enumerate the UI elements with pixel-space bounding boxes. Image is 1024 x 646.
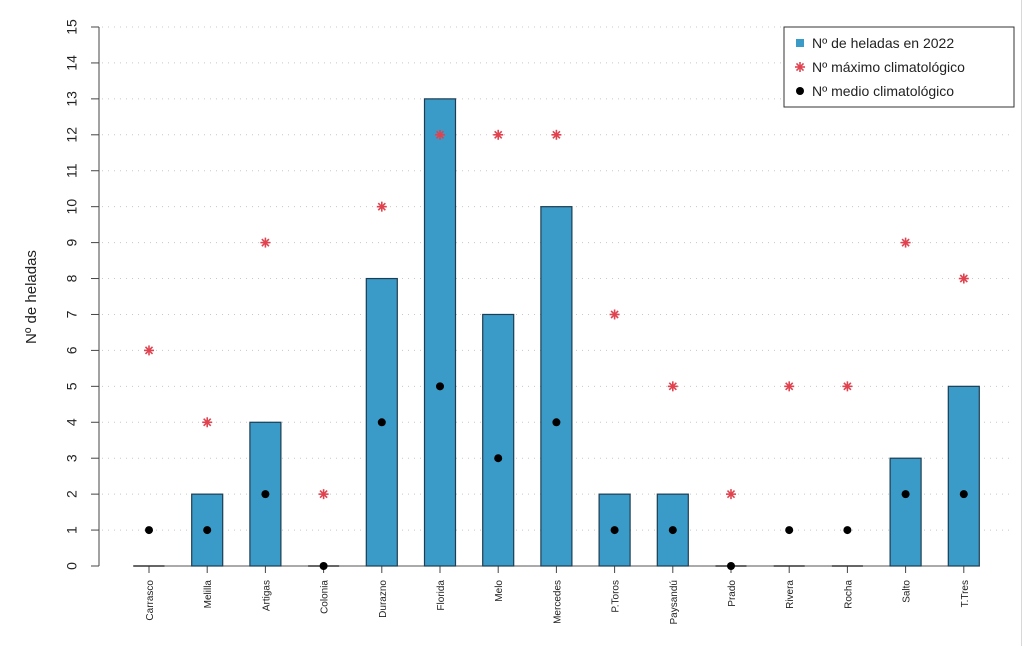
x-tick-label: Florida	[436, 580, 447, 611]
x-tick-label: Rivera	[785, 580, 796, 609]
mean-point	[785, 526, 794, 535]
x-tick-label: Melo	[494, 580, 505, 602]
y-tick-label: 1	[64, 526, 80, 534]
x-tick-label: Artigas	[261, 580, 272, 611]
mean-point	[727, 562, 735, 570]
max-point	[958, 273, 969, 284]
bar	[482, 313, 515, 567]
y-tick-label: 14	[64, 55, 80, 71]
bars-series	[133, 98, 980, 567]
x-tick-label: Carrasco	[145, 580, 156, 621]
x-tick-label: Mercedes	[552, 580, 563, 624]
mean-point	[436, 382, 444, 391]
y-tick-label: 8	[64, 274, 80, 282]
max-point	[318, 489, 329, 500]
legend-asterisk-icon	[795, 62, 805, 72]
x-tick-label: Paysandú	[669, 580, 680, 624]
max-point	[726, 489, 736, 500]
bar	[889, 457, 922, 567]
bar	[947, 385, 980, 567]
mean-point	[901, 490, 910, 499]
mean-point	[494, 454, 503, 463]
x-tick-label: Durazno	[378, 580, 389, 618]
legend-bar-swatch-icon	[796, 39, 804, 47]
y-tick-label: 2	[64, 490, 80, 498]
legend: Nº de heladas en 2022 Nº máximo climatol…	[783, 26, 1015, 108]
x-tick-label: Salto	[902, 580, 913, 603]
legend-box	[783, 26, 1015, 108]
max-point	[667, 381, 678, 392]
mean-point	[552, 418, 561, 427]
legend-dot-icon	[796, 87, 804, 95]
mean-point	[959, 490, 968, 499]
y-tick-label: 9	[64, 238, 80, 246]
mean-point	[610, 526, 619, 535]
y-tick-label: 15	[64, 19, 80, 35]
y-tick-label: 12	[64, 127, 80, 143]
image-border	[1021, 0, 1022, 646]
max-point	[609, 309, 620, 320]
max-point	[842, 381, 853, 392]
mean-series	[145, 382, 968, 570]
y-tick-label: 10	[64, 199, 80, 215]
max-point	[784, 381, 795, 392]
mean-point	[377, 418, 386, 427]
x-tick-label: Colonia	[320, 580, 331, 614]
max-point	[551, 129, 562, 140]
max-series	[144, 129, 969, 500]
mean-point	[668, 526, 677, 535]
mean-point	[203, 526, 212, 535]
legend-asterisk-mark	[795, 62, 805, 72]
legend-label-mean: Nº medio climatológico	[812, 83, 954, 99]
y-tick-label: 0	[64, 562, 80, 570]
y-tick-label: 4	[64, 418, 80, 426]
y-tick-label: 13	[64, 91, 80, 107]
bar	[540, 206, 573, 567]
x-axis: Carrasco Melilla Artigas Colonia Durazno Flor…	[133, 565, 980, 624]
max-point	[376, 201, 387, 212]
mean-point	[261, 490, 270, 499]
max-point	[435, 129, 445, 140]
max-point	[144, 345, 154, 356]
x-tick-label: P.Toros	[611, 580, 622, 613]
y-tick-label: 6	[64, 346, 80, 354]
x-tick-label: T.Tres	[960, 580, 971, 607]
x-tick-label: Prado	[727, 580, 738, 607]
bar	[423, 98, 457, 567]
legend-label-bars: Nº de heladas en 2022	[812, 35, 954, 51]
mean-point	[319, 562, 328, 570]
x-tick-label: Melilla	[203, 580, 214, 609]
y-tick-label: 3	[64, 454, 80, 462]
x-tick-label: Rocha	[843, 580, 854, 609]
mean-point	[843, 526, 852, 535]
max-point	[900, 237, 911, 248]
y-tick-label: 7	[64, 310, 80, 318]
mean-point	[145, 526, 153, 535]
max-point	[493, 129, 504, 140]
y-tick-label: 5	[64, 382, 80, 390]
y-axis-label: Nº de heladas	[23, 250, 40, 344]
max-point	[202, 417, 213, 428]
y-tick-label: 11	[64, 163, 80, 178]
max-point	[260, 237, 271, 248]
legend-label-max: Nº máximo climatológico	[812, 59, 965, 75]
